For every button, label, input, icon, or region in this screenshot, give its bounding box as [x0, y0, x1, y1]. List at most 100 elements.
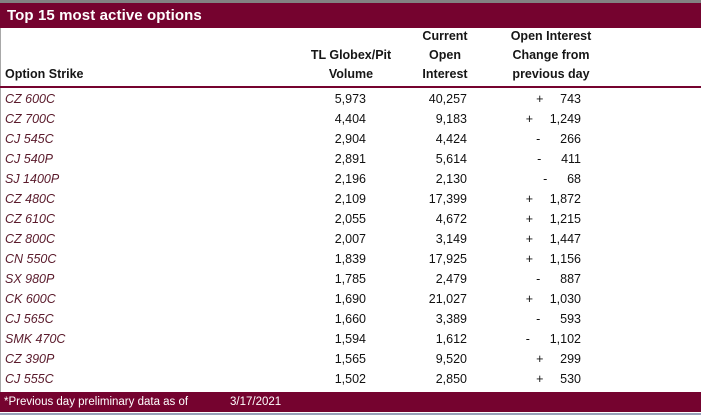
change-sign: +: [525, 232, 534, 246]
oi-change-cell: +299: [472, 349, 602, 369]
option-strike-cell: SJ 1400P: [5, 172, 60, 186]
change-sign: -: [536, 132, 541, 146]
open-interest-cell: 9,183: [435, 112, 467, 126]
table-row: CZ 600C 5,973 40,257 +743: [1, 89, 701, 109]
option-strike-cell: CZ 390P: [5, 352, 55, 366]
change-value: 530: [560, 372, 581, 386]
table-row: SMK 470C 1,594 1,612 - 1,102: [1, 329, 701, 349]
change-value: 1,156: [549, 252, 581, 266]
option-strike-cell: CZ 600C: [5, 92, 56, 106]
open-interest-cell: 4,424: [435, 132, 467, 146]
open-interest-cell: 21,027: [428, 292, 467, 306]
oi-change-cell: +1,156: [472, 249, 602, 269]
volume-cell: 1,690: [334, 292, 366, 306]
table-row: CZ 700C 4,404 9,183 +1,249: [1, 109, 701, 129]
change-sign: +: [525, 212, 534, 226]
oi-change-cell: +743: [472, 89, 602, 109]
change-value: 593: [560, 312, 581, 326]
change-value: 1,447: [549, 232, 581, 246]
footnote-text: *Previous day preliminary data as of: [4, 396, 189, 408]
table-row: CJ 555C 1,502 2,850 +530: [1, 369, 701, 389]
column-header-open-interest: Current Open Interest: [422, 29, 468, 81]
change-value: 1,249: [549, 112, 581, 126]
open-interest-cell: 3,149: [435, 232, 467, 246]
option-strike-cell: CK 600C: [5, 292, 56, 306]
table-row: CK 600C 1,690 21,027 +1,030: [1, 289, 701, 309]
volume-cell: 5,973: [334, 92, 366, 106]
footnote-date: 3/17/2021: [230, 396, 282, 408]
table-row: CZ 610C 2,055 4,672 +1,215: [1, 209, 701, 229]
volume-cell: 2,196: [334, 172, 366, 186]
volume-cell: 1,565: [334, 352, 366, 366]
open-interest-cell: 1,612: [435, 332, 467, 346]
change-value: 743: [560, 92, 581, 106]
option-strike-cell: CJ 565C: [5, 312, 54, 326]
table-row: CN 550C 1,839 17,925 +1,156: [1, 249, 701, 269]
oi-change-cell: +1,030: [472, 289, 602, 309]
oi-change-cell: +1,447: [472, 229, 602, 249]
option-strike-cell: CZ 610C: [5, 212, 56, 226]
table-row: CJ 545C 2,904 4,424 - 266: [1, 129, 701, 149]
oi-change-cell: - 266: [472, 129, 602, 149]
oi-change-cell: - 887: [472, 269, 602, 289]
open-interest-cell: 4,672: [435, 212, 467, 226]
open-interest-cell: 2,130: [435, 172, 467, 186]
volume-cell: 1,785: [334, 272, 366, 286]
option-strike-cell: CJ 545C: [5, 132, 54, 146]
table-row: CJ 565C 1,660 3,389 - 593: [1, 309, 701, 329]
change-value: 299: [560, 352, 581, 366]
table-row: CZ 800C 2,007 3,149 +1,447: [1, 229, 701, 249]
open-interest-cell: 17,925: [428, 252, 467, 266]
oi-change-cell: - 411: [472, 149, 602, 169]
table-row: CZ 390P 1,565 9,520 +299: [1, 349, 701, 369]
top-border: [0, 0, 701, 3]
open-interest-cell: 9,520: [435, 352, 467, 366]
table-row: CZ 480C 2,109 17,399 +1,872: [1, 189, 701, 209]
table-row: SX 980P 1,785 2,479 - 887: [1, 269, 701, 289]
option-strike-cell: CJ 555C: [5, 372, 54, 386]
bottom-border: [0, 413, 701, 415]
change-value: 266: [560, 132, 581, 146]
open-interest-cell: 2,850: [435, 372, 467, 386]
table-row: SJ 1400P 2,196 2,130 - 68: [1, 169, 701, 189]
option-strike-cell: SX 980P: [5, 272, 55, 286]
table-title-bar: Top 15 most active options: [0, 3, 701, 28]
open-interest-cell: 17,399: [428, 192, 467, 206]
table-title: Top 15 most active options: [7, 7, 202, 24]
option-strike-cell: CJ 540P: [5, 152, 53, 166]
oi-change-cell: +1,215: [472, 209, 602, 229]
change-sign: +: [536, 92, 544, 106]
option-strike-cell: CZ 480C: [5, 192, 56, 206]
volume-cell: 2,904: [334, 132, 366, 146]
volume-cell: 1,839: [334, 252, 366, 266]
change-sign: +: [525, 192, 534, 206]
change-value: 68: [567, 172, 581, 186]
oi-change-cell: +1,249: [472, 109, 602, 129]
volume-cell: 1,502: [334, 372, 366, 386]
volume-cell: 2,109: [334, 192, 366, 206]
oi-change-cell: - 593: [472, 309, 602, 329]
oi-change-cell: +1,872: [472, 189, 602, 209]
change-value: 1,872: [549, 192, 581, 206]
column-header-option-strike: Option Strike: [5, 67, 84, 81]
change-sign: +: [525, 252, 534, 266]
volume-cell: 2,055: [334, 212, 366, 226]
change-sign: +: [536, 372, 544, 386]
table-row: CJ 540P 2,891 5,614 - 411: [1, 149, 701, 169]
volume-cell: 1,660: [334, 312, 366, 326]
oi-change-cell: +530: [472, 369, 602, 389]
change-sign: -: [536, 272, 541, 286]
change-value: 411: [561, 152, 581, 166]
change-value: 887: [560, 272, 581, 286]
open-interest-cell: 40,257: [428, 92, 467, 106]
left-border: [0, 3, 1, 412]
volume-cell: 1,594: [334, 332, 366, 346]
volume-cell: 2,007: [334, 232, 366, 246]
open-interest-cell: 3,389: [435, 312, 467, 326]
change-sign: -: [536, 312, 541, 326]
volume-cell: 2,891: [334, 152, 366, 166]
change-value: 1,102: [549, 332, 581, 346]
option-strike-cell: SMK 470C: [5, 332, 66, 346]
change-sign: +: [525, 112, 534, 126]
